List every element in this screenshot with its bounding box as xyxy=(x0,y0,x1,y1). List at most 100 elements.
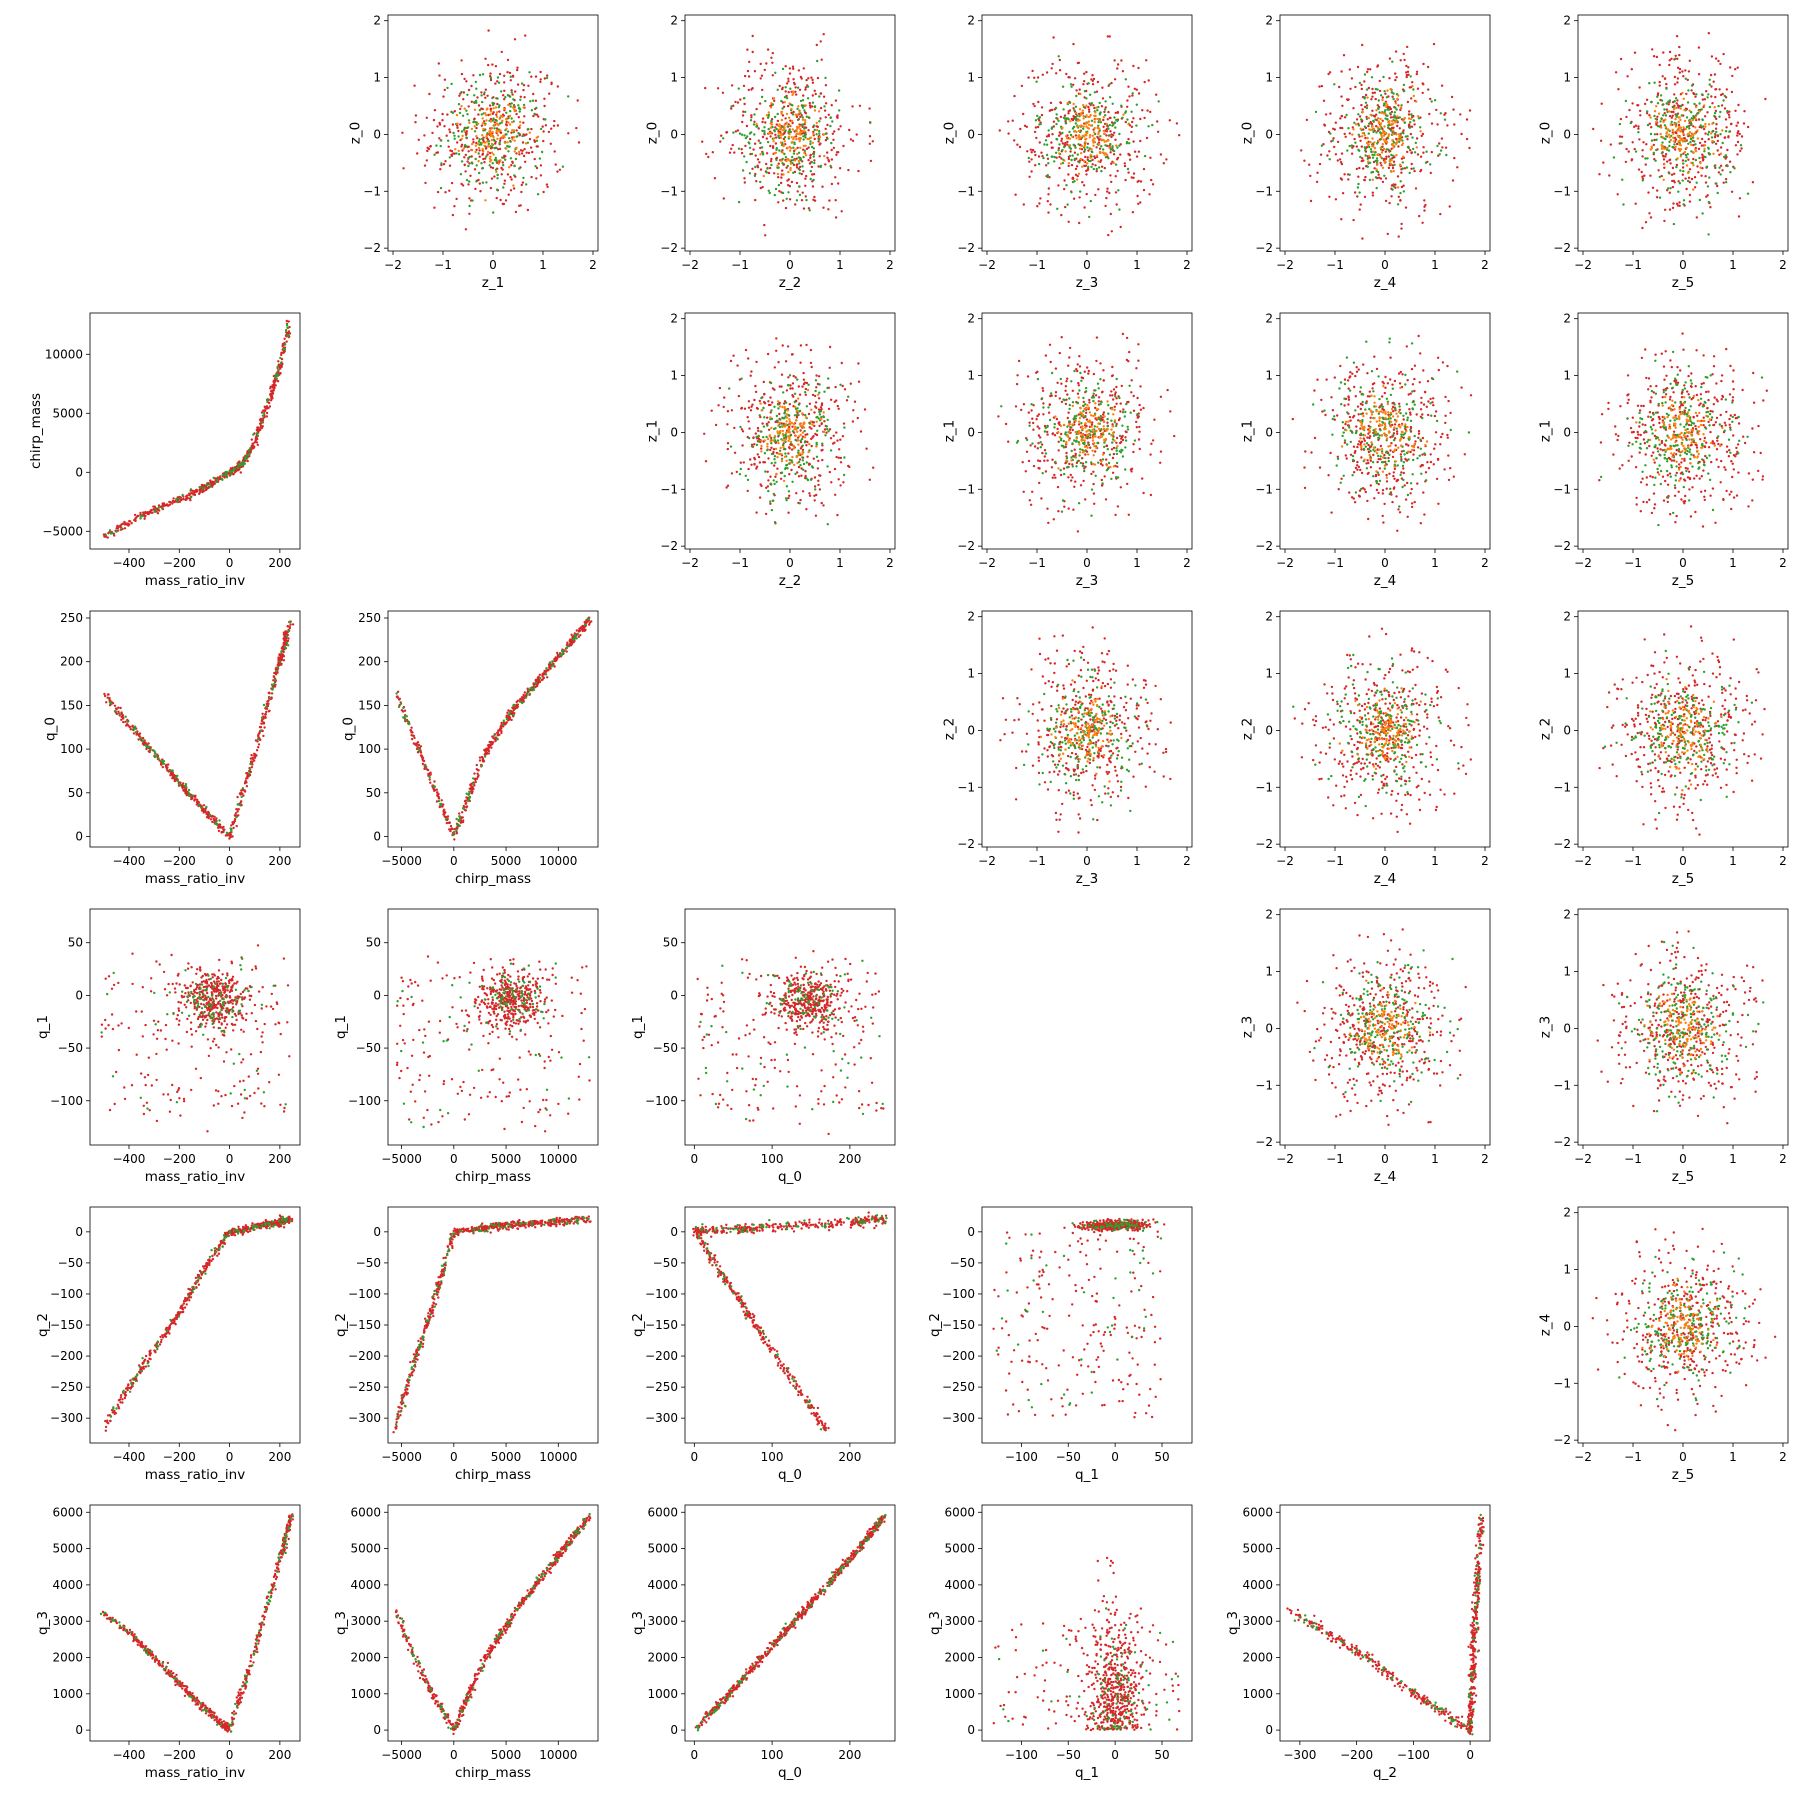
data-point xyxy=(770,123,774,126)
data-point xyxy=(485,114,488,117)
data-point xyxy=(503,74,506,78)
data-point xyxy=(1743,110,1746,113)
data-point xyxy=(171,502,174,505)
data-point xyxy=(743,155,746,158)
data-point xyxy=(1637,127,1640,130)
data-point xyxy=(726,442,730,445)
data-point xyxy=(1309,199,1313,203)
data-point xyxy=(1136,194,1139,198)
data-point xyxy=(514,146,518,150)
data-point xyxy=(757,429,760,432)
data-point xyxy=(1412,167,1415,170)
data-point xyxy=(824,163,827,166)
data-point xyxy=(1654,117,1658,121)
data-point xyxy=(1403,116,1407,120)
data-point xyxy=(740,377,743,380)
data-point xyxy=(1108,134,1111,137)
data-point xyxy=(777,162,780,165)
data-point xyxy=(505,111,508,115)
data-point xyxy=(746,69,750,73)
data-point xyxy=(510,89,513,92)
y-tick-label: −1 xyxy=(957,184,975,198)
data-point xyxy=(795,93,798,96)
data-point xyxy=(1719,146,1723,149)
data-point xyxy=(1423,209,1426,212)
data-point xyxy=(1687,70,1691,73)
data-point xyxy=(756,426,760,430)
data-point xyxy=(1072,42,1075,46)
data-point xyxy=(851,105,854,108)
data-point xyxy=(1027,76,1030,79)
data-point xyxy=(1036,125,1040,129)
data-point xyxy=(1127,152,1130,156)
data-point xyxy=(215,480,218,484)
data-point xyxy=(1678,116,1681,119)
data-point xyxy=(1742,122,1746,125)
data-point xyxy=(489,186,493,190)
data-point xyxy=(438,137,441,140)
data-point xyxy=(1395,117,1398,120)
data-point xyxy=(743,102,746,106)
data-point xyxy=(754,390,758,394)
data-point xyxy=(1734,144,1738,147)
data-point xyxy=(748,142,751,145)
data-point xyxy=(780,118,784,122)
data-point xyxy=(276,380,280,383)
data-point xyxy=(837,128,840,131)
data-point xyxy=(1085,134,1088,137)
data-point xyxy=(460,59,463,62)
data-point xyxy=(464,228,468,231)
data-point xyxy=(740,133,744,136)
data-point xyxy=(553,150,556,153)
data-point xyxy=(1076,61,1080,65)
data-point xyxy=(747,406,751,409)
data-point xyxy=(1619,117,1623,121)
data-point xyxy=(1718,88,1721,91)
data-point xyxy=(511,120,514,124)
data-point xyxy=(1375,113,1378,116)
data-point xyxy=(1156,130,1160,133)
data-point xyxy=(788,149,792,152)
data-point xyxy=(1089,199,1093,203)
data-point xyxy=(1436,144,1439,148)
data-point xyxy=(1117,189,1120,192)
data-point xyxy=(800,114,803,117)
data-point xyxy=(1031,148,1035,152)
data-point xyxy=(1075,165,1079,168)
data-point xyxy=(745,124,749,128)
data-point xyxy=(1101,151,1105,154)
data-point xyxy=(453,110,456,113)
data-point xyxy=(779,446,782,450)
data-point xyxy=(121,522,125,525)
data-point xyxy=(1372,145,1375,148)
data-point xyxy=(767,400,770,403)
data-point xyxy=(776,88,779,92)
data-point xyxy=(1364,136,1367,140)
data-point xyxy=(473,130,477,133)
data-point xyxy=(1087,108,1091,111)
data-point xyxy=(1710,85,1713,88)
data-point xyxy=(770,508,774,512)
data-point xyxy=(1734,68,1737,71)
data-point xyxy=(277,373,280,377)
data-point xyxy=(459,123,462,126)
data-point xyxy=(1662,51,1665,54)
data-point xyxy=(748,427,751,430)
data-point xyxy=(533,157,536,161)
data-point xyxy=(730,107,733,110)
data-point xyxy=(495,122,498,125)
data-point xyxy=(567,95,570,98)
data-point xyxy=(1360,145,1364,148)
data-point xyxy=(1737,130,1740,133)
data-point xyxy=(1397,94,1400,97)
data-point xyxy=(482,127,485,131)
data-point xyxy=(1360,87,1364,91)
data-point xyxy=(1399,191,1402,195)
data-point xyxy=(779,429,782,433)
data-point xyxy=(529,100,532,103)
data-point xyxy=(1083,206,1086,209)
data-point xyxy=(1374,97,1377,101)
data-point xyxy=(818,138,821,141)
data-point xyxy=(813,128,816,132)
data-point xyxy=(1071,127,1075,130)
